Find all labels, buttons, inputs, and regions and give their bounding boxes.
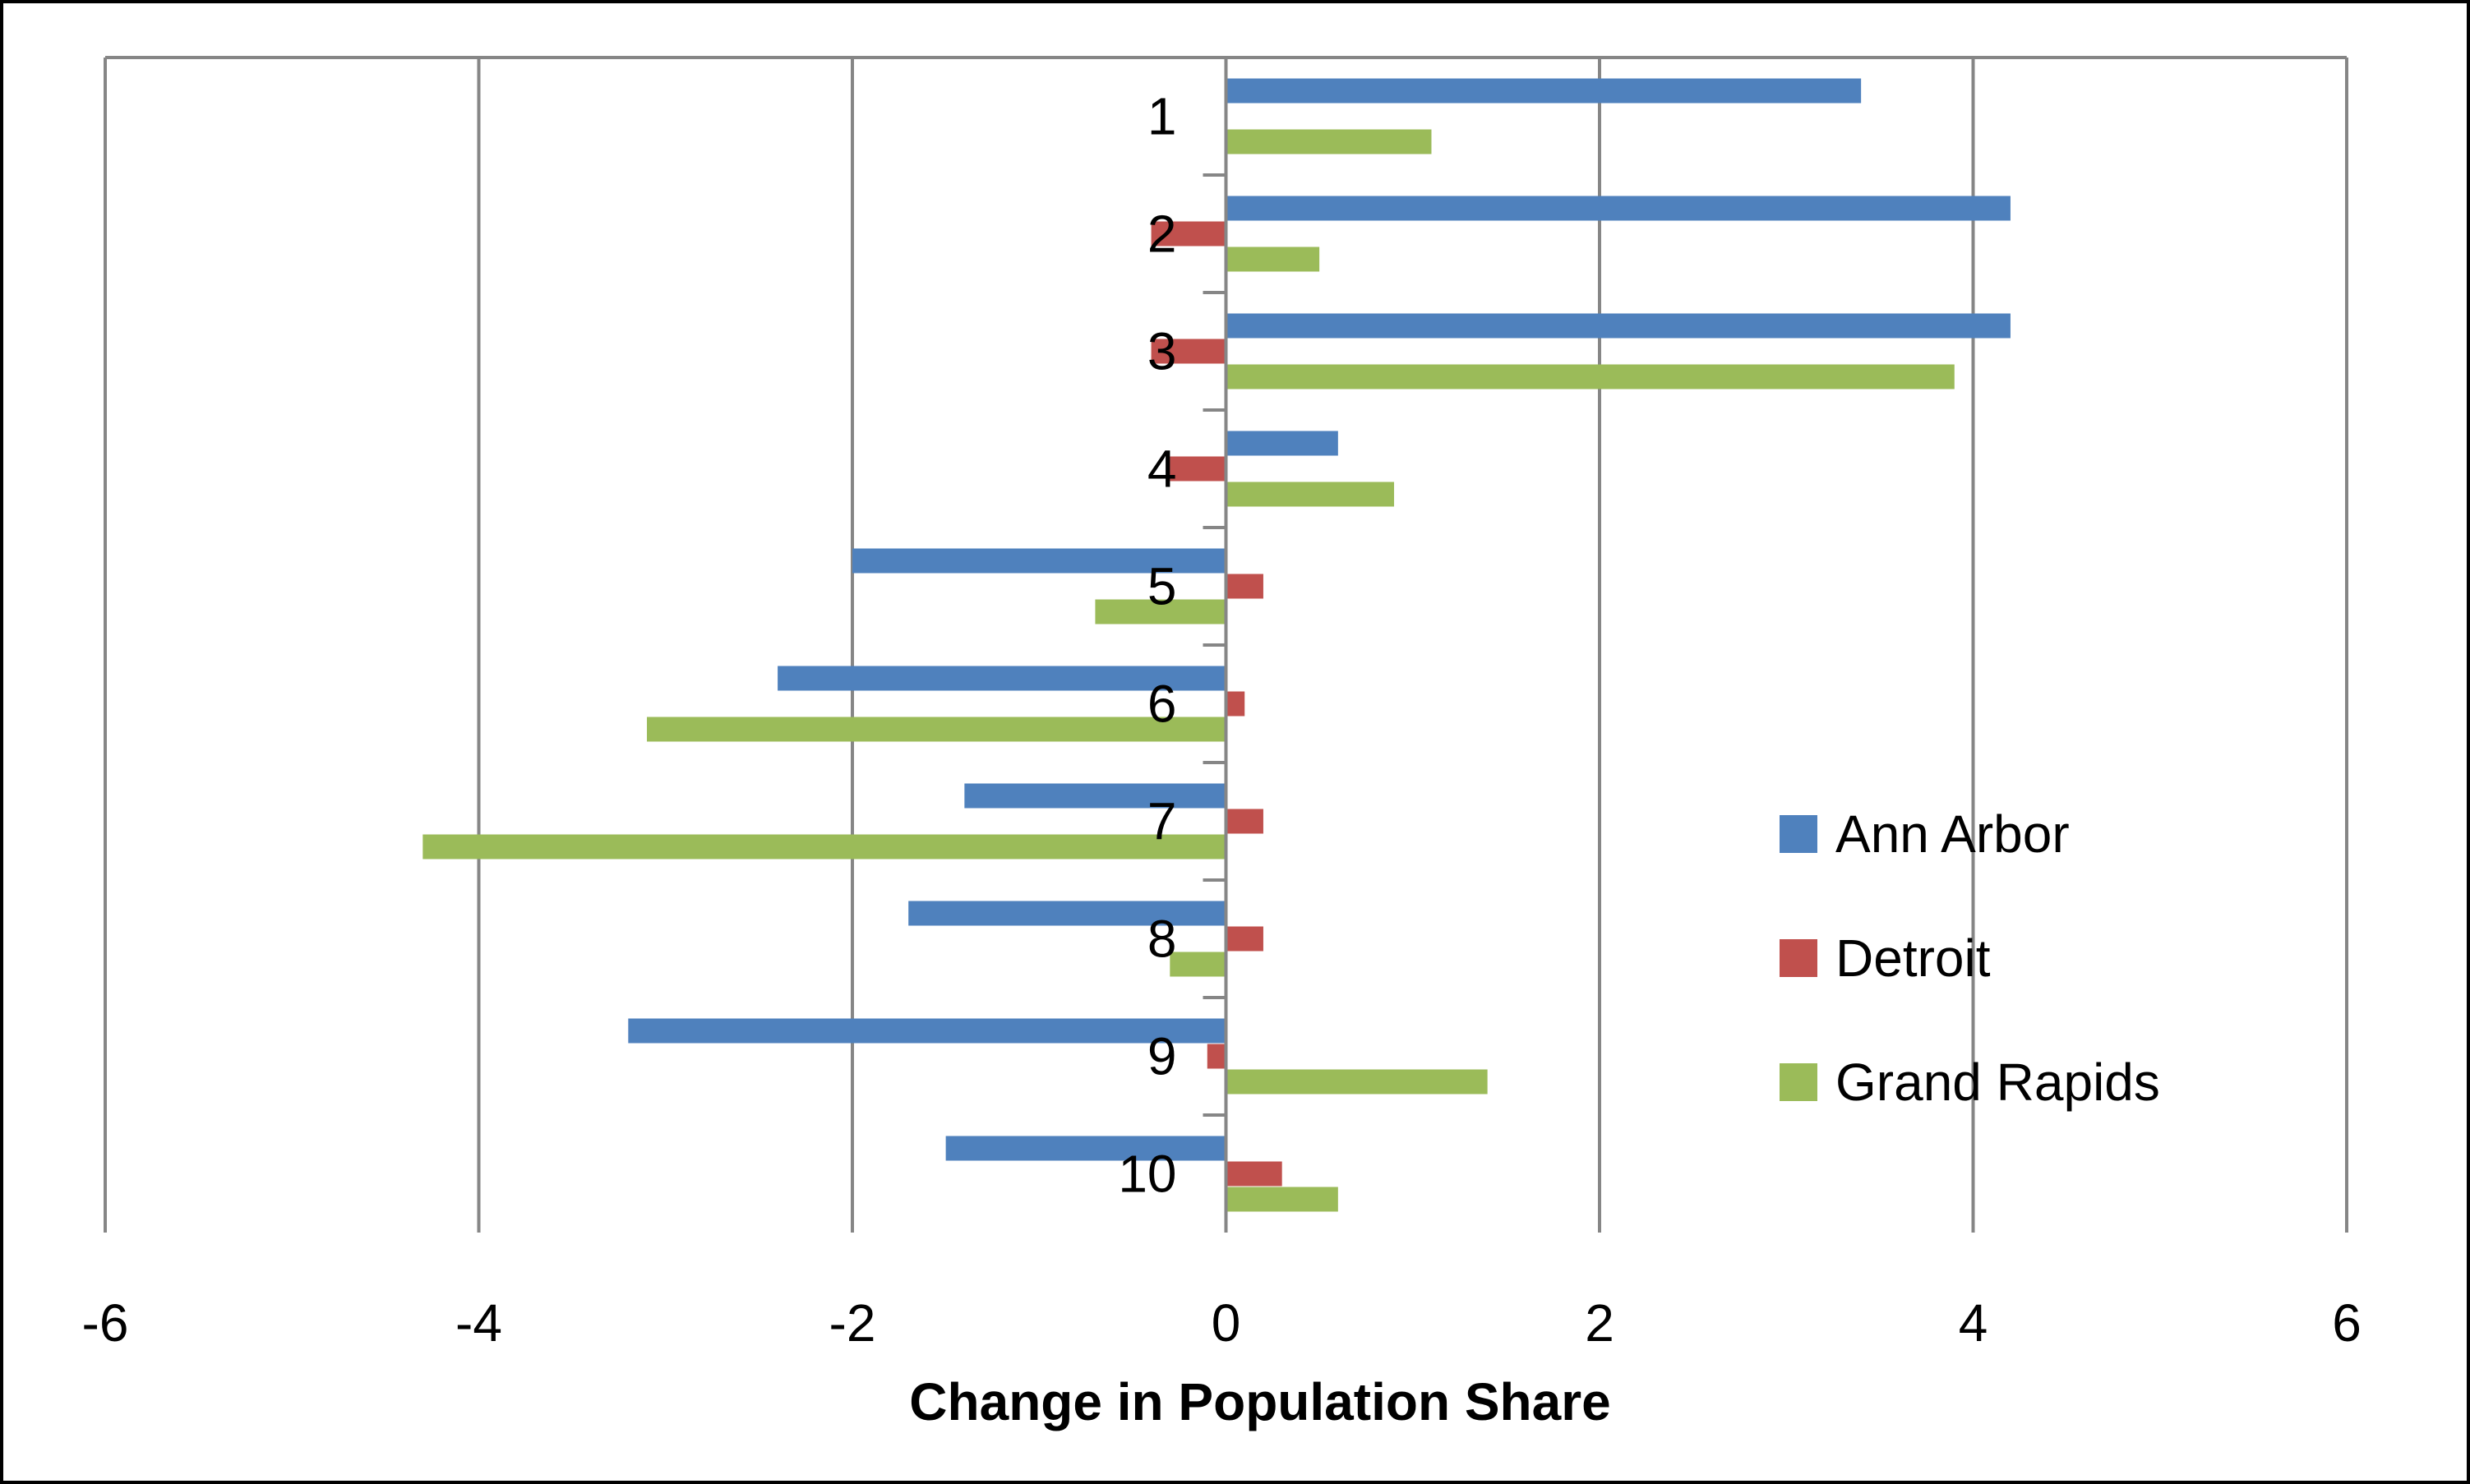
legend-swatch-ann-arbor — [1780, 815, 1817, 853]
x-tick-label-0: 0 — [1212, 1293, 1241, 1353]
bar-ann-arbor-5 — [852, 548, 1226, 574]
bar-ann-arbor-8 — [908, 901, 1226, 926]
category-label-7: 7 — [1147, 792, 1177, 851]
bar-grand-rapids-9 — [1226, 1069, 1488, 1095]
bar-grand-rapids-5 — [1095, 599, 1226, 624]
bar-detroit-6 — [1226, 691, 1245, 717]
bar-grand-rapids-1 — [1226, 129, 1432, 154]
x-tick-labels: -6 -4 -2 0 2 4 6 — [82, 1293, 2362, 1353]
legend-label-ann-arbor: Ann Arbor — [1835, 804, 2070, 864]
bar-ann-arbor-9 — [628, 1018, 1226, 1044]
bar-detroit-3 — [1151, 339, 1226, 364]
bar-grand-rapids-8 — [1170, 952, 1226, 977]
x-tick-label--2: -2 — [829, 1293, 876, 1353]
category-axis — [1203, 58, 1228, 1233]
category-labels: 1 2 3 4 5 6 7 8 9 10 — [1118, 87, 1176, 1204]
bar-ann-arbor-7 — [964, 783, 1226, 809]
bar-ann-arbor-10 — [945, 1136, 1226, 1161]
bar-grand-rapids-2 — [1226, 247, 1320, 272]
category-label-8: 8 — [1147, 910, 1177, 969]
x-tick-label-6: 6 — [2332, 1293, 2362, 1353]
category-label-9: 9 — [1147, 1027, 1177, 1086]
bar-grand-rapids-10 — [1226, 1187, 1338, 1212]
bar-detroit-2 — [1151, 221, 1226, 247]
bar-detroit-4 — [1170, 456, 1226, 482]
category-label-1: 1 — [1147, 87, 1177, 146]
category-label-10: 10 — [1118, 1145, 1176, 1204]
category-label-6: 6 — [1147, 675, 1177, 734]
x-tick-label--6: -6 — [82, 1293, 129, 1353]
bar-ann-arbor-4 — [1226, 431, 1338, 456]
legend-swatch-grand-rapids — [1780, 1063, 1817, 1101]
bar-grand-rapids-3 — [1226, 364, 1955, 389]
bar-ann-arbor-6 — [778, 666, 1226, 691]
bar-ann-arbor-2 — [1226, 196, 2011, 221]
bar-ann-arbor-1 — [1226, 78, 1862, 104]
legend-swatch-detroit — [1780, 939, 1817, 977]
bar-detroit-9 — [1207, 1044, 1226, 1069]
legend-label-detroit: Detroit — [1835, 929, 1991, 988]
x-tick-label-2: 2 — [1585, 1293, 1614, 1353]
x-tick-label--4: -4 — [455, 1293, 502, 1353]
bar-detroit-5 — [1226, 574, 1263, 599]
bar-ann-arbor-3 — [1226, 313, 2011, 339]
x-tick-label-4: 4 — [1959, 1293, 1988, 1353]
x-axis-title: Change in Population Share — [909, 1372, 1610, 1431]
bar-detroit-8 — [1226, 926, 1263, 952]
bar-detroit-10 — [1226, 1161, 1282, 1187]
category-label-5: 5 — [1147, 557, 1177, 616]
bar-grand-rapids-6 — [647, 717, 1226, 742]
legend: Ann Arbor Detroit Grand Rapids — [1780, 804, 2160, 1112]
category-label-2: 2 — [1147, 205, 1177, 264]
bar-grand-rapids-7 — [422, 834, 1226, 860]
bars — [422, 78, 2011, 1212]
legend-label-grand-rapids: Grand Rapids — [1835, 1053, 2160, 1112]
bar-grand-rapids-4 — [1226, 482, 1395, 507]
category-label-4: 4 — [1147, 440, 1177, 499]
category-label-3: 3 — [1147, 322, 1177, 381]
bar-detroit-7 — [1226, 809, 1263, 834]
